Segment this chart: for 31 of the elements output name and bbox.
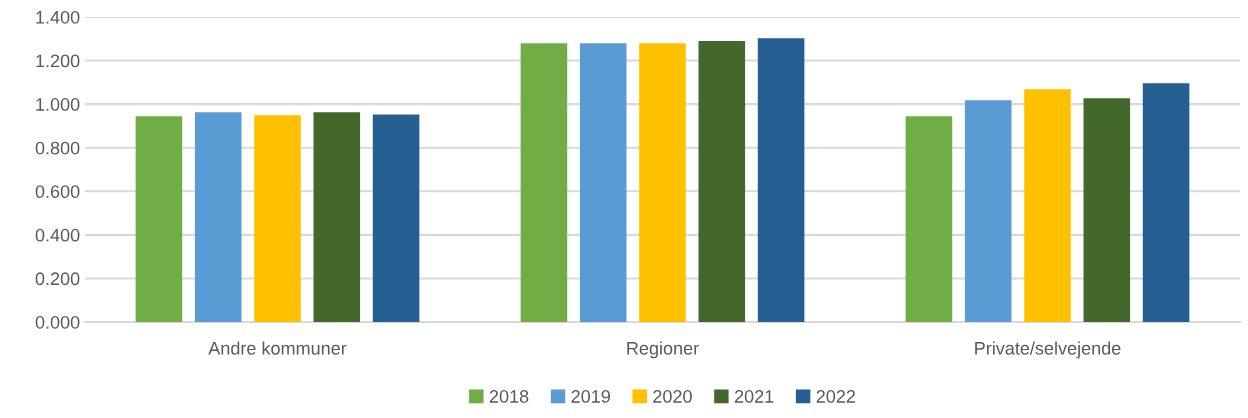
bar [757,38,805,322]
bar [1083,98,1131,322]
y-tick-label: 1.200 [36,54,80,68]
x-tick-label: Regioner [627,341,699,359]
bar [905,116,953,322]
x-tick-label: Private/selvejende [975,341,1121,359]
bar [639,43,686,322]
y-tick-label: 1.400 [36,10,80,24]
bar [135,116,183,322]
bar [1142,83,1190,322]
bar [313,112,361,322]
y-tick-label: 0.600 [35,185,80,199]
legend-label: 2018 [489,390,529,403]
x-tick-label: Andre kommuner [208,341,347,355]
bar [254,115,301,322]
y-tick-label: 0.400 [35,228,80,242]
bar [194,112,242,322]
legend-label: 2022 [816,390,855,403]
y-tick-label: 1.000 [36,98,80,111]
bar [964,100,1012,322]
bar [1024,89,1071,322]
y-tick-label: 0.200 [35,272,80,286]
y-tick-label: 0.800 [35,141,80,155]
legend-label: 2021 [734,390,774,403]
bar [372,114,420,322]
bar [579,43,627,322]
y-tick-label: 0.000 [35,315,80,329]
legend-label: 2019 [571,390,610,403]
bar [698,40,746,322]
bar [520,43,568,322]
legend-label: 2020 [653,390,692,403]
